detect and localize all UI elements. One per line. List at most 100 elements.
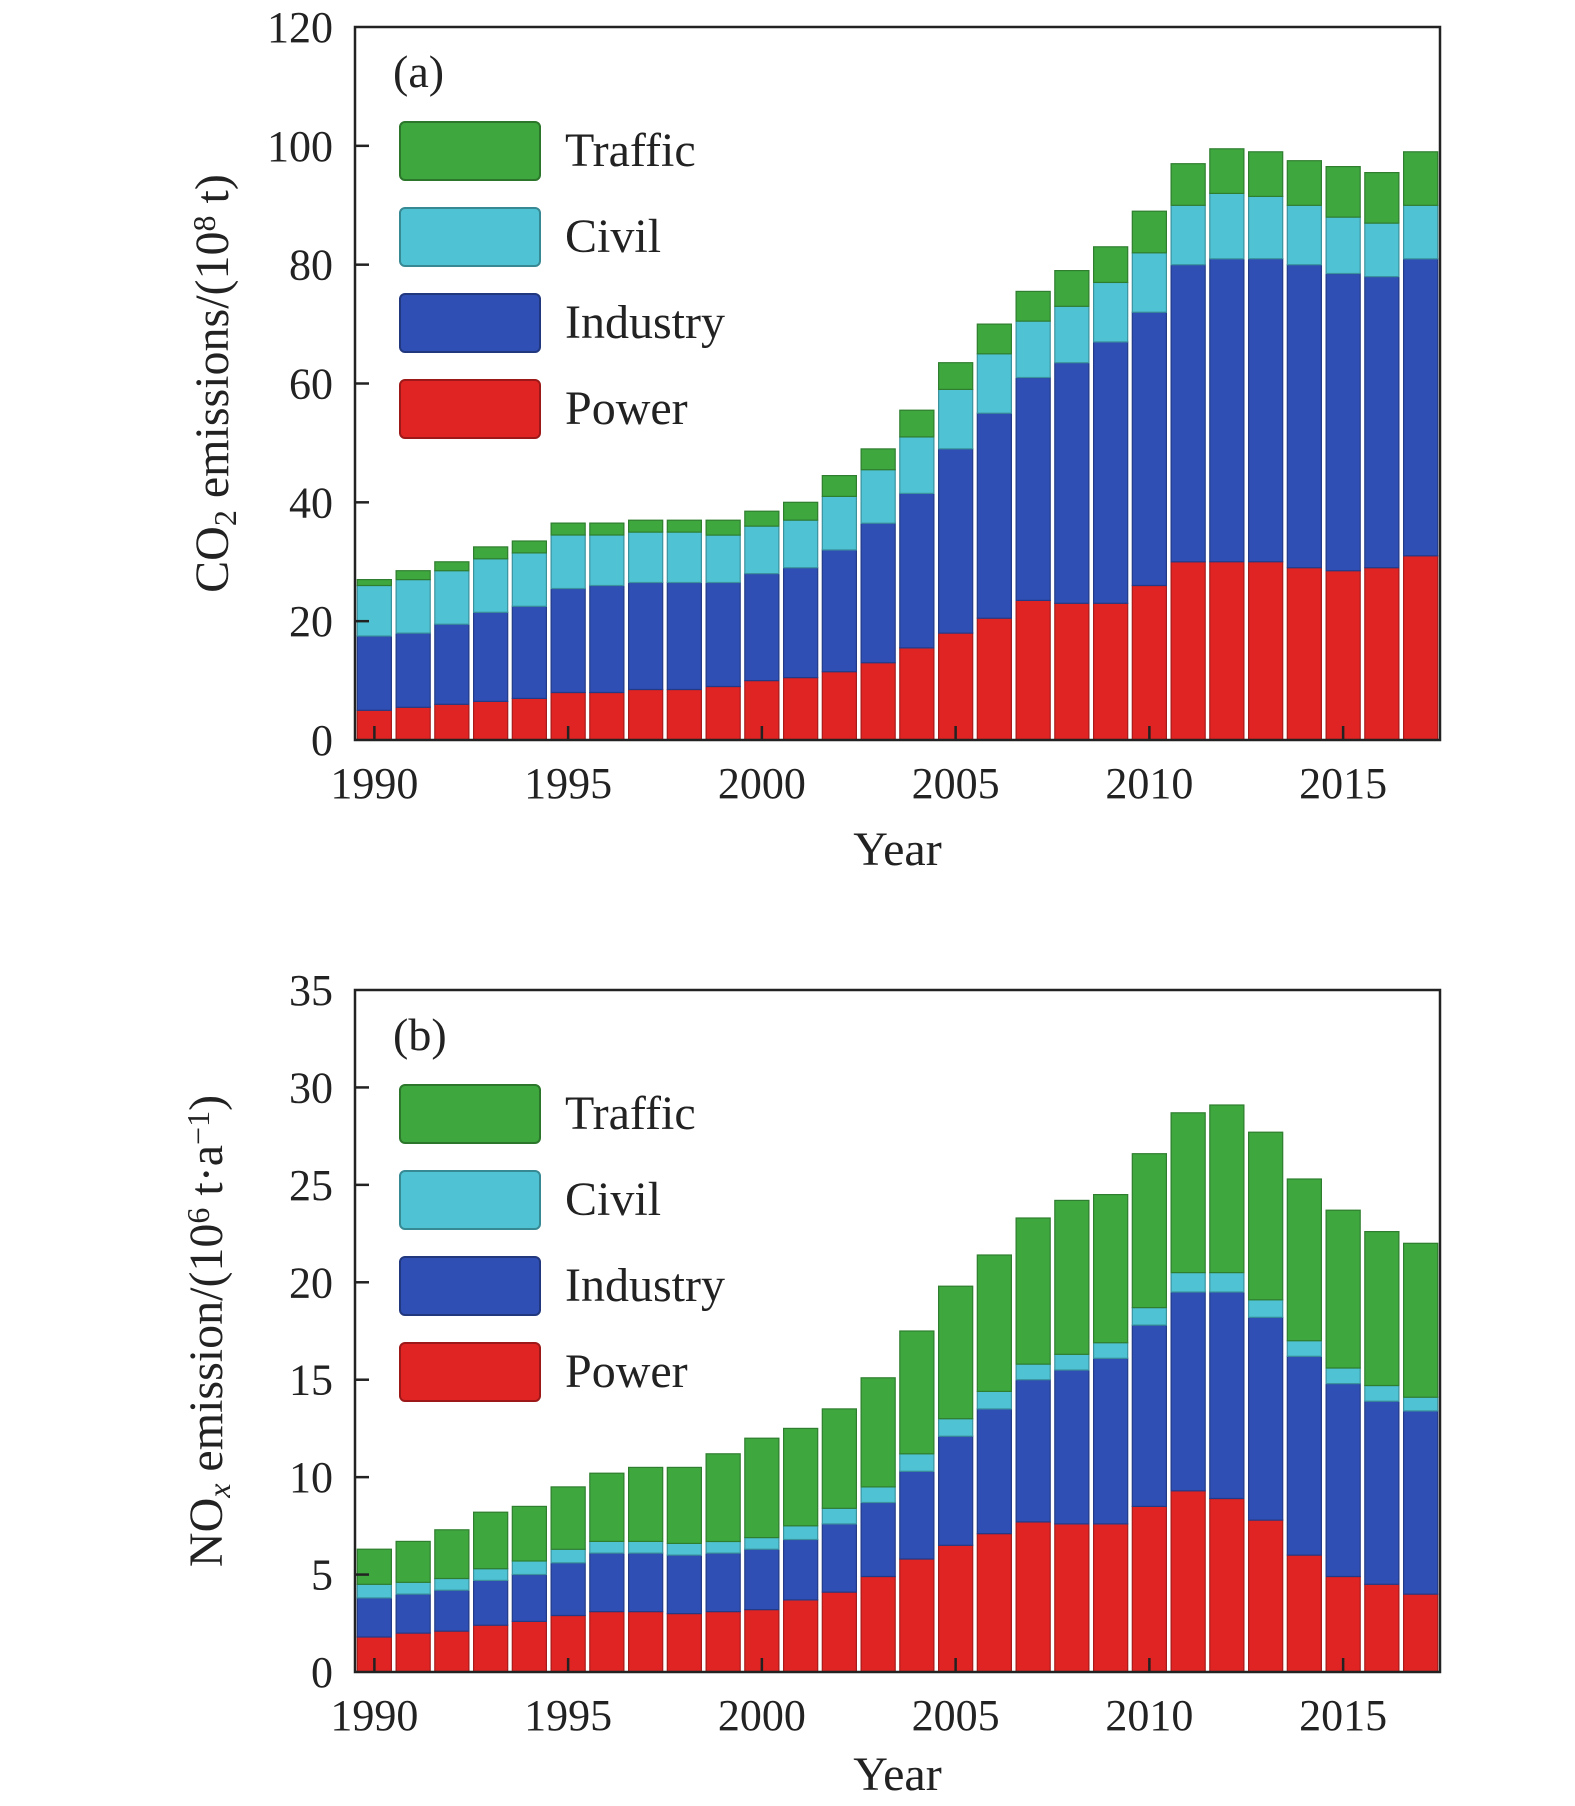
bar-power-2012 (1209, 561, 1245, 741)
bar-power-2007 (1015, 599, 1051, 741)
bar-power-1990 (356, 1636, 392, 1673)
bar-industry-2012 (1209, 1291, 1245, 1500)
bar-industry-2005 (937, 1435, 974, 1546)
x-axis-title: Year (853, 823, 941, 876)
bar-traffic-2015 (1325, 1209, 1361, 1369)
bar-traffic-2015 (1325, 166, 1361, 218)
bar-civil-1992 (434, 1577, 470, 1591)
bar-traffic-1999 (705, 1453, 741, 1543)
bar-traffic-2006 (976, 323, 1012, 355)
bar-industry-2014 (1286, 264, 1323, 569)
bar-power-1993 (473, 1624, 509, 1673)
bar-civil-2003 (860, 469, 896, 524)
y-tick-label: 80 (289, 241, 333, 290)
bar-civil-2016 (1364, 1384, 1400, 1402)
bar-industry-2009 (1092, 1357, 1129, 1525)
bar-traffic-2009 (1092, 1193, 1129, 1344)
legend-swatch-traffic (399, 121, 541, 181)
bar-power-2017 (1402, 555, 1439, 741)
bar-group (356, 148, 1439, 741)
bar-civil-1996 (589, 1540, 625, 1554)
bar-power-2016 (1364, 1583, 1400, 1673)
legend-label-power: Power (565, 1345, 688, 1398)
bar-industry-2013 (1247, 258, 1284, 563)
bar-power-2002 (821, 1591, 857, 1673)
y-tick-label: 100 (267, 122, 333, 171)
bar-traffic-2009 (1092, 246, 1129, 284)
y-title-text: t) (186, 174, 239, 215)
bar-traffic-1992 (434, 561, 470, 572)
bar-industry-1991 (395, 1593, 431, 1634)
bar-traffic-2003 (860, 448, 896, 471)
bar-industry-2001 (782, 1538, 819, 1601)
bar-industry-2004 (899, 1470, 935, 1560)
legend-label-industry: Industry (565, 296, 725, 349)
bar-traffic-2008 (1054, 1199, 1090, 1355)
bar-traffic-1994 (511, 540, 547, 554)
chart-panel-a: 0 20 40 60 80 100 120 1990 1995 2000 2005 2010 2015 Y… (186, 3, 1442, 876)
bar-traffic-2005 (937, 362, 974, 391)
bar-traffic-2001 (782, 1427, 819, 1527)
bar-traffic-1998 (666, 519, 702, 533)
bar-power-2008 (1054, 602, 1090, 741)
bar-civil-2007 (1015, 1363, 1051, 1381)
bar-traffic-1995 (550, 1486, 586, 1550)
x-tick-label: 2010 (1105, 759, 1193, 808)
x-tick-label: 2015 (1299, 1691, 1387, 1740)
bar-industry-2001 (782, 567, 819, 679)
bar-industry-1995 (550, 587, 586, 694)
bar-civil-2004 (899, 436, 935, 495)
bar-traffic-1996 (589, 1472, 625, 1542)
bar-industry-1995 (550, 1562, 586, 1617)
y-title-text: ) (180, 1095, 233, 1111)
x-tick-label: 2015 (1299, 759, 1387, 808)
bar-industry-2013 (1247, 1316, 1284, 1521)
bar-industry-1994 (511, 1573, 547, 1622)
bar-civil-2013 (1247, 1299, 1284, 1318)
bar-power-1991 (395, 706, 431, 741)
bar-power-2012 (1209, 1497, 1245, 1673)
y-tick-label: 10 (289, 1453, 333, 1502)
y-title-superscript: −1 (180, 1111, 216, 1145)
bar-industry-2010 (1131, 1324, 1168, 1507)
bar-civil-2002 (821, 1507, 857, 1525)
bar-civil-2017 (1402, 204, 1439, 260)
bar-industry-2002 (821, 549, 857, 673)
bar-industry-1998 (666, 581, 702, 691)
x-tick-label: 1995 (524, 759, 612, 808)
bar-civil-2000 (744, 525, 780, 575)
bar-traffic-2014 (1286, 1178, 1323, 1342)
y-tick-label: 30 (289, 1063, 333, 1112)
bar-civil-2007 (1015, 320, 1051, 379)
y-title-text: t·a (180, 1145, 233, 1208)
y-title-subscript: 2 (207, 510, 243, 526)
bar-traffic-2004 (899, 1330, 935, 1455)
bar-power-2006 (976, 1533, 1012, 1673)
bar-civil-2013 (1247, 195, 1284, 260)
bar-industry-1990 (356, 635, 392, 711)
bar-civil-1994 (511, 552, 547, 607)
bar-civil-2005 (937, 388, 974, 450)
bar-power-1992 (434, 1630, 470, 1673)
bar-traffic-2007 (1015, 290, 1051, 322)
bar-traffic-1997 (627, 519, 664, 533)
bar-industry-2010 (1131, 311, 1168, 587)
bar-industry-2017 (1402, 258, 1439, 557)
legend-label-traffic: Traffic (565, 124, 696, 177)
bar-traffic-2003 (860, 1377, 896, 1488)
y-tick-label: 15 (289, 1356, 333, 1405)
bar-industry-1999 (705, 1552, 741, 1613)
x-tick-label: 1990 (330, 759, 418, 808)
bar-power-2006 (976, 617, 1012, 741)
y-tick-label: 20 (289, 1258, 333, 1307)
legend-swatch-traffic (399, 1084, 541, 1144)
bar-power-1998 (666, 1612, 702, 1673)
legend-label-civil: Civil (565, 210, 661, 263)
bar-civil-2009 (1092, 281, 1129, 343)
bar-power-1993 (473, 700, 509, 741)
legend-swatch-power (399, 1342, 541, 1402)
bar-industry-2003 (860, 1501, 896, 1578)
bar-traffic-2000 (744, 1437, 780, 1539)
bar-civil-1991 (395, 578, 431, 634)
bar-industry-2000 (744, 1548, 780, 1611)
